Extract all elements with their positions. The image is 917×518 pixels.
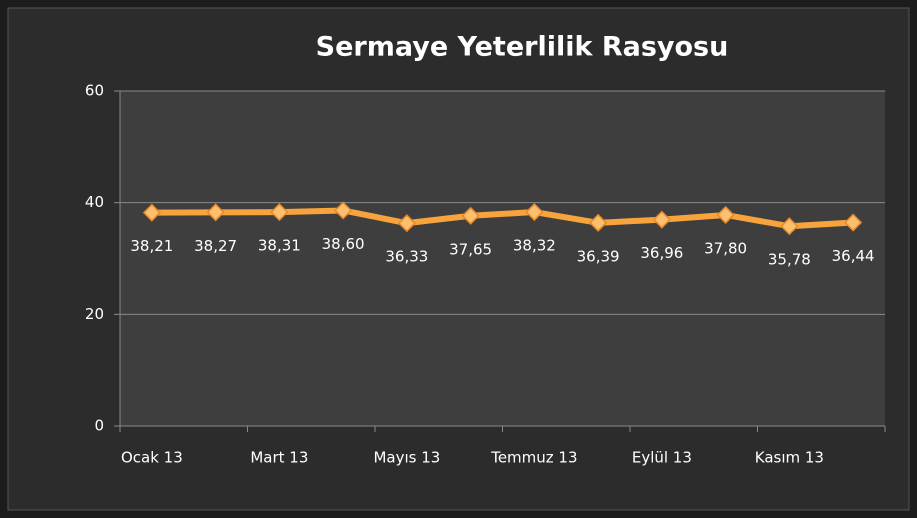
data-label: 38,21 xyxy=(130,237,173,255)
marker xyxy=(142,203,161,222)
data-label: 36,44 xyxy=(832,247,875,265)
data-label: 35,78 xyxy=(768,251,811,269)
y-tick-label: 40 xyxy=(85,193,104,211)
marker xyxy=(652,210,671,229)
series-line xyxy=(151,207,854,230)
data-label: 38,27 xyxy=(194,237,237,255)
x-tick-label: Ocak 13 xyxy=(121,449,183,467)
data-label: 37,65 xyxy=(449,240,492,258)
marker xyxy=(844,213,863,232)
data-label: 38,32 xyxy=(513,237,556,255)
plot-area xyxy=(120,91,885,426)
y-tick-label: 0 xyxy=(94,417,104,435)
data-label: 38,60 xyxy=(322,235,365,253)
x-tick-label: Temmuz 13 xyxy=(490,449,577,467)
marker xyxy=(397,214,416,233)
marker xyxy=(461,206,480,225)
x-tick-label: Eylül 13 xyxy=(632,449,692,467)
data-label: 38,31 xyxy=(258,237,301,255)
data-label: 37,80 xyxy=(704,239,747,257)
y-tick-label: 60 xyxy=(85,82,104,100)
x-tick-label: Kasım 13 xyxy=(755,449,824,467)
data-label: 36,96 xyxy=(640,244,683,262)
marker xyxy=(589,213,608,232)
x-tick-label: Mart 13 xyxy=(250,449,308,467)
marker xyxy=(206,203,225,222)
data-label: 36,33 xyxy=(385,248,428,266)
y-tick-label: 20 xyxy=(85,305,104,323)
marker xyxy=(716,205,735,225)
chart-title: Sermaye Yeterlilik Rasyosu xyxy=(316,32,729,63)
marker xyxy=(270,203,289,222)
marker xyxy=(780,217,799,236)
marker xyxy=(334,201,353,220)
data-label: 36,39 xyxy=(577,247,620,265)
marker xyxy=(525,202,544,222)
x-tick-label: Mayıs 13 xyxy=(373,449,440,467)
